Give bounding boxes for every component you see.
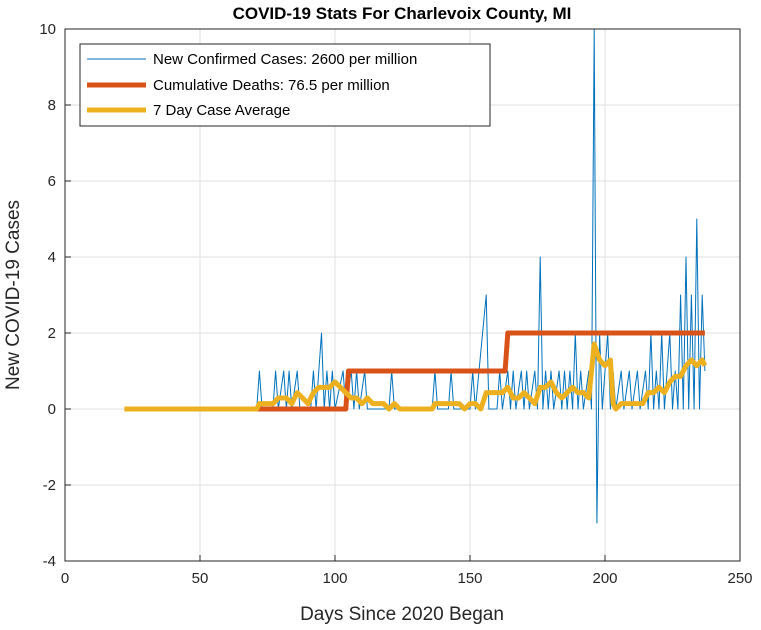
- x-tick-label: 50: [192, 570, 209, 587]
- legend-entry-label: New Confirmed Cases: 2600 per million: [153, 51, 417, 68]
- legend-entry-label: 7 Day Case Average: [153, 102, 290, 119]
- plot-frame: [64, 28, 741, 562]
- y-tick-label: 10: [39, 21, 56, 38]
- x-tick-label: 0: [61, 570, 69, 587]
- y-tick-label: 8: [48, 97, 56, 114]
- series-layer: [124, 28, 708, 524]
- y-tick-label: -4: [43, 553, 56, 570]
- x-tick-label: 200: [592, 570, 617, 587]
- legend: New Confirmed Cases: 2600 per million Cum…: [79, 43, 491, 127]
- legend-box: [79, 43, 491, 127]
- y-tick-label: 2: [48, 325, 56, 342]
- y-tick-label: 4: [48, 249, 56, 266]
- x-tick-label: 250: [727, 570, 752, 587]
- new-cases-line: [124, 28, 706, 524]
- x-tick-label: 150: [457, 570, 482, 587]
- x-tick-label: 100: [322, 570, 347, 587]
- chart-title: COVID-19 Stats For Charlevoix County, MI: [233, 4, 572, 23]
- cumulative-deaths-line: [256, 330, 705, 412]
- y-tick-label: -2: [43, 477, 56, 494]
- legend-entry-label: Cumulative Deaths: 76.5 per million: [153, 77, 390, 94]
- y-tick-label: 0: [48, 401, 56, 418]
- seven-day-average-line: [124, 341, 708, 412]
- y-axis-label: New COVID-19 Cases: [3, 200, 24, 390]
- ticks: 0 50 100 150 200 250 -4 -2 0 2 4 6 8 10: [39, 21, 752, 587]
- y-tick-label: 6: [48, 173, 56, 190]
- x-axis-label: Days Since 2020 Began: [300, 604, 504, 625]
